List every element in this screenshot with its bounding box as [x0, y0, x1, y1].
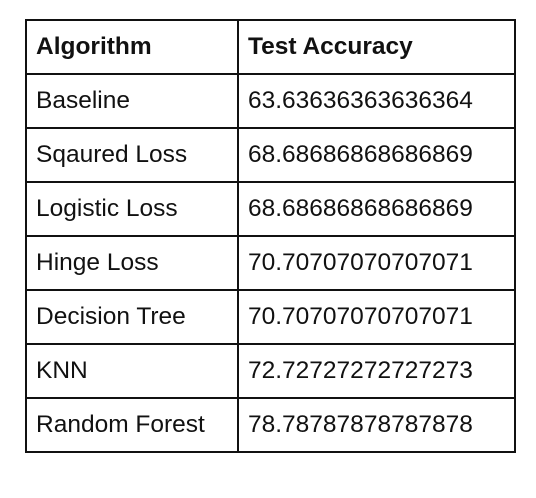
accuracy-cell: 70.70707070707071 [237, 235, 516, 291]
header-row: Algorithm Test Accuracy [25, 19, 516, 75]
results-table: Algorithm Test Accuracy Baseline 63.6363… [25, 19, 516, 453]
algorithm-cell: Hinge Loss [25, 235, 239, 291]
table-row: Random Forest 78.78787878787878 [25, 397, 516, 453]
accuracy-cell: 78.78787878787878 [237, 397, 516, 453]
table-row: Decision Tree 70.70707070707071 [25, 289, 516, 345]
table-row: KNN 72.72727272727273 [25, 343, 516, 399]
algorithm-cell: Logistic Loss [25, 181, 239, 237]
algorithm-cell: KNN [25, 343, 239, 399]
algorithm-cell: Baseline [25, 73, 239, 129]
algorithm-cell: Random Forest [25, 397, 239, 453]
accuracy-cell: 70.70707070707071 [237, 289, 516, 345]
table-header: Algorithm Test Accuracy [25, 19, 516, 75]
table-row: Hinge Loss 70.70707070707071 [25, 235, 516, 291]
accuracy-cell: 63.63636363636364 [237, 73, 516, 129]
table-row: Logistic Loss 68.68686868686869 [25, 181, 516, 237]
table-row: Baseline 63.63636363636364 [25, 73, 516, 129]
header-algorithm: Algorithm [25, 19, 239, 75]
accuracy-cell: 68.68686868686869 [237, 127, 516, 183]
table-body: Baseline 63.63636363636364 Sqaured Loss … [25, 73, 516, 453]
table-row: Sqaured Loss 68.68686868686869 [25, 127, 516, 183]
accuracy-cell: 68.68686868686869 [237, 181, 516, 237]
header-test-accuracy: Test Accuracy [237, 19, 516, 75]
algorithm-cell: Sqaured Loss [25, 127, 239, 183]
accuracy-cell: 72.72727272727273 [237, 343, 516, 399]
algorithm-cell: Decision Tree [25, 289, 239, 345]
